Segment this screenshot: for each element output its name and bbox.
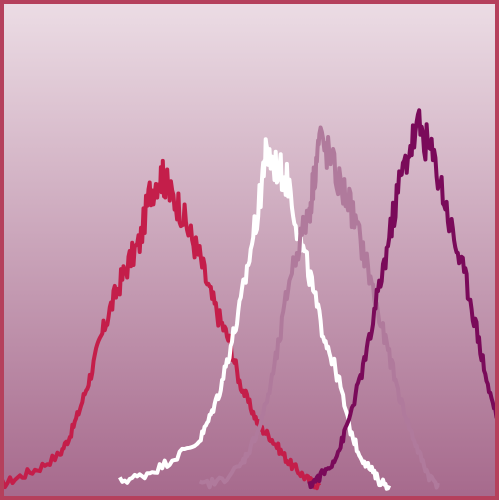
- series-layer: [0, 108, 499, 491]
- series-line-4: [307, 108, 499, 490]
- series-line-3: [198, 125, 440, 490]
- series-line-2: [118, 137, 392, 491]
- series-line-1: [0, 158, 322, 491]
